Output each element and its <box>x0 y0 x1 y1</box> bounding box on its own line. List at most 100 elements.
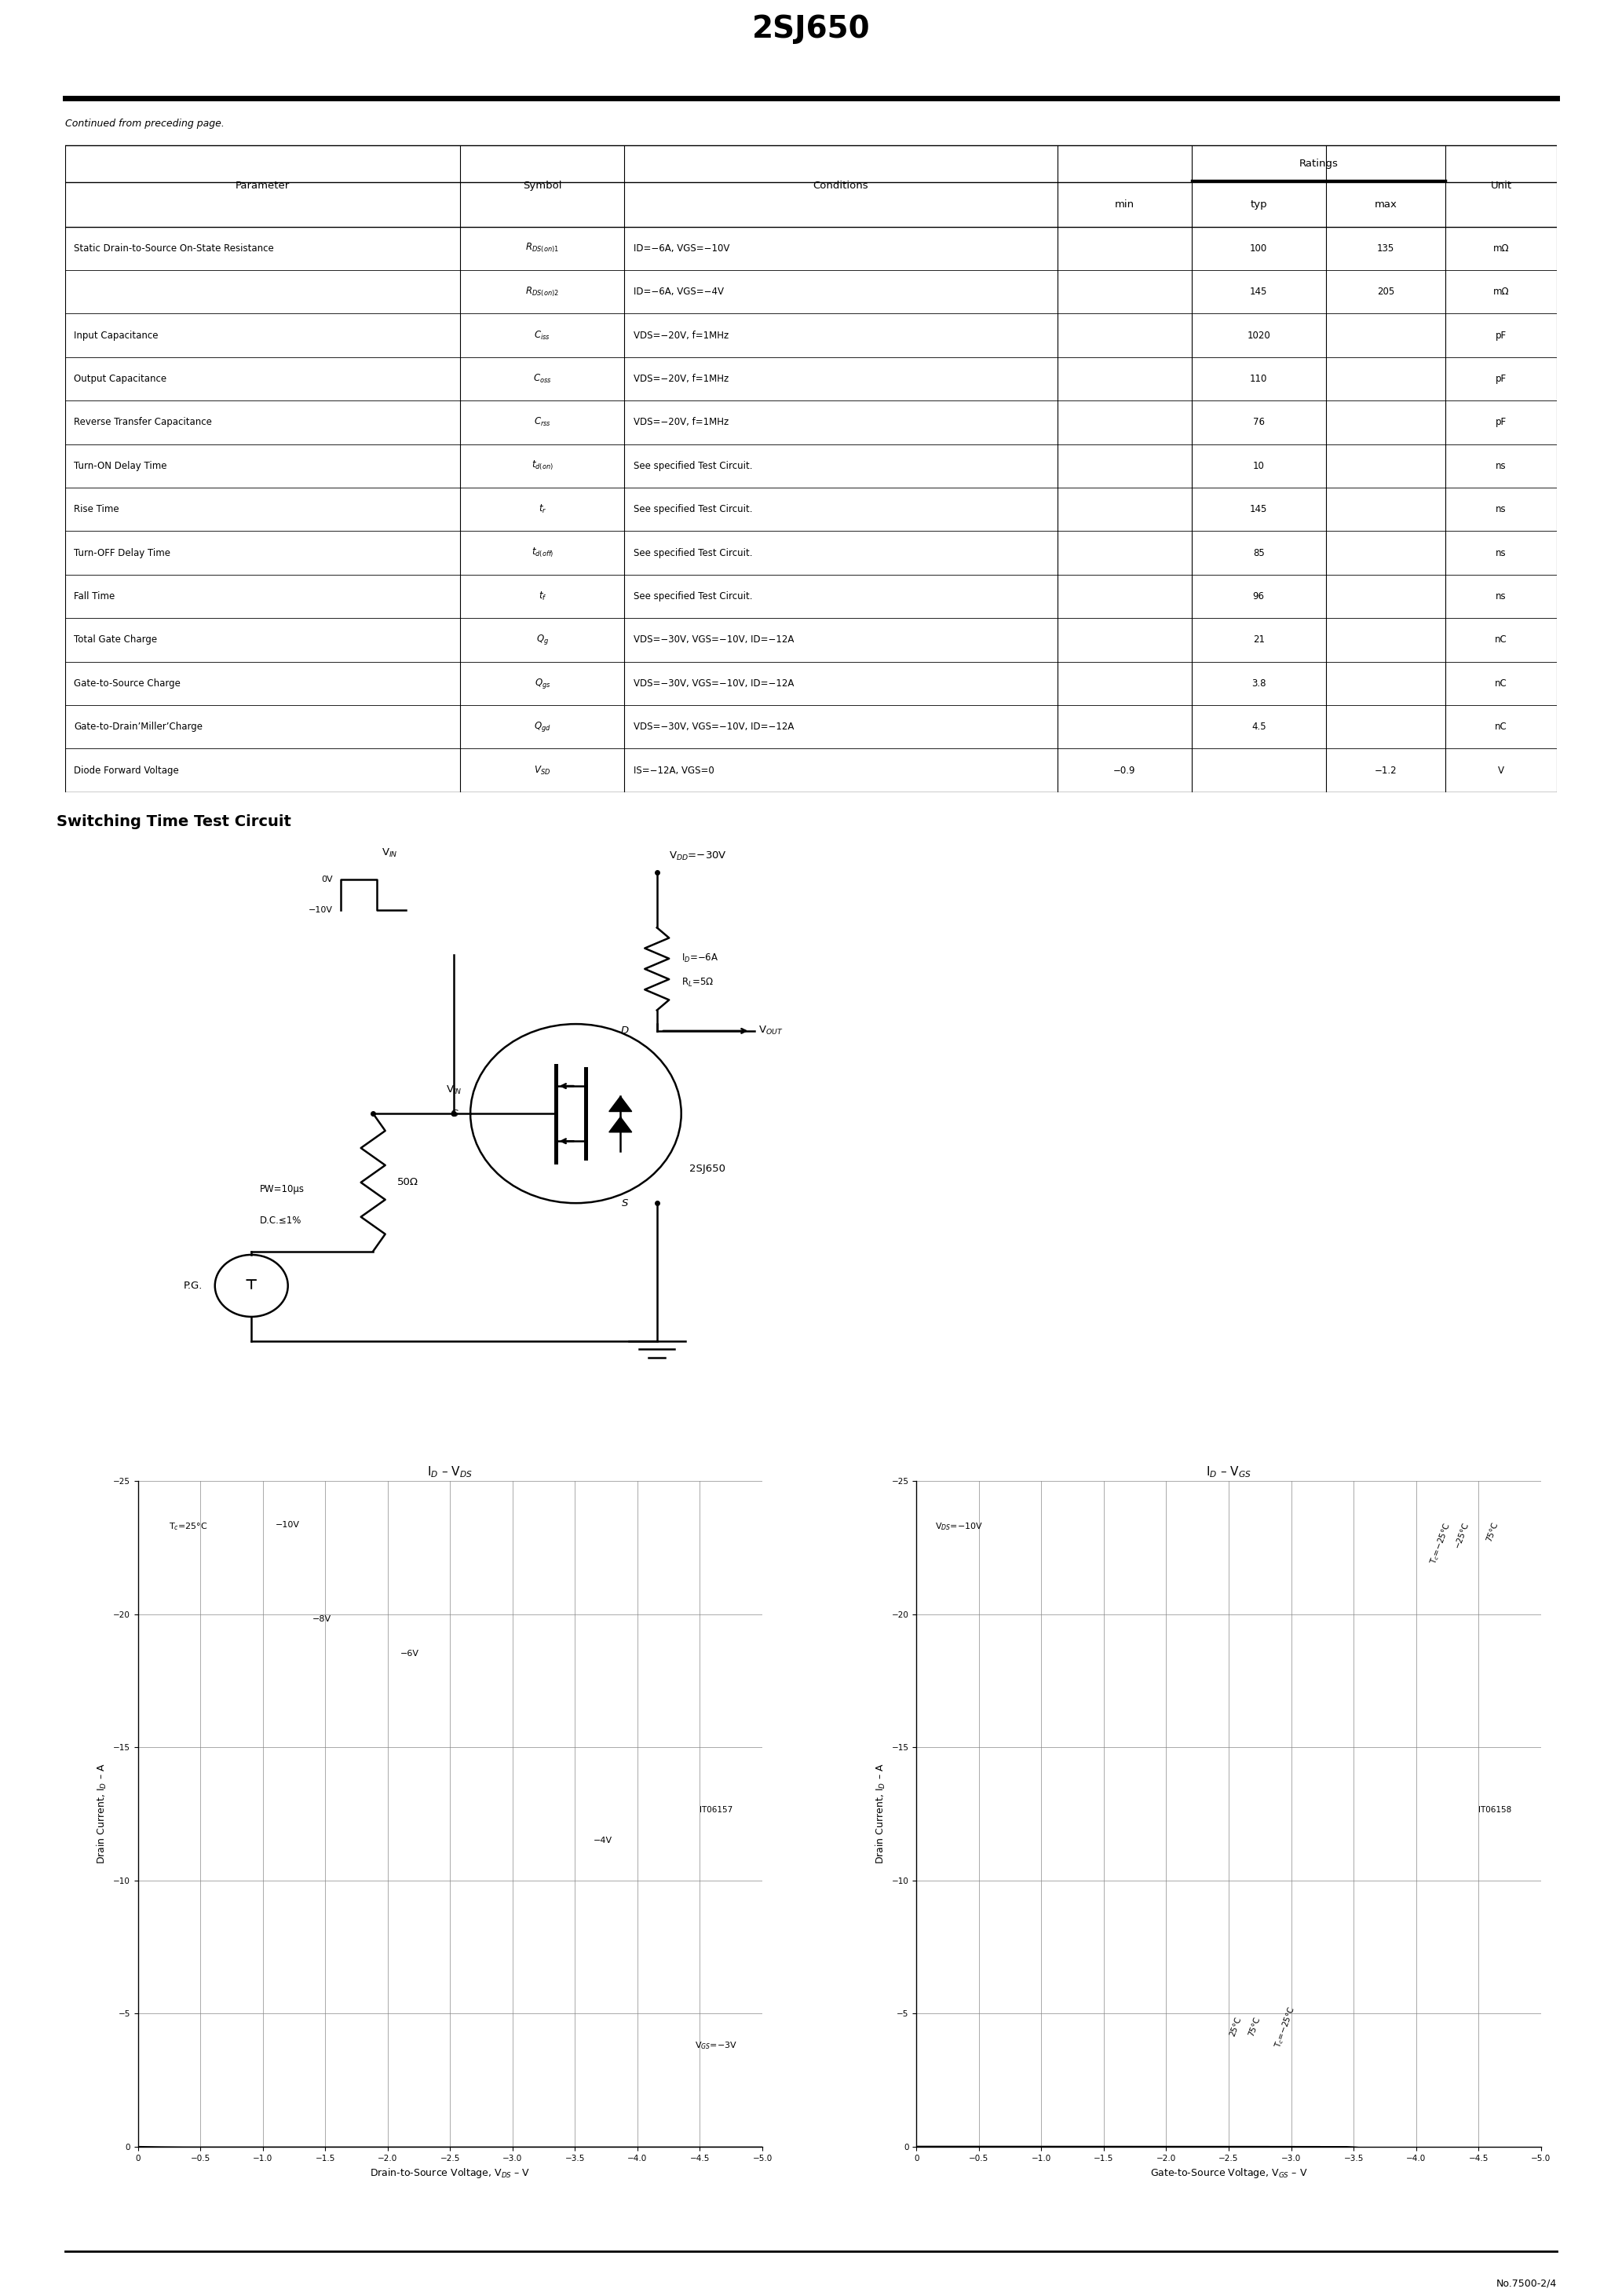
Text: Fall Time: Fall Time <box>75 592 115 602</box>
Text: Conditions: Conditions <box>813 181 868 191</box>
Text: IT06158: IT06158 <box>1479 1807 1512 1814</box>
Text: Gate-to-Source Charge: Gate-to-Source Charge <box>75 677 180 689</box>
Text: −8V: −8V <box>313 1616 331 1623</box>
Text: 25°C: 25°C <box>1229 2016 1242 2039</box>
Text: Switching Time Test Circuit: Switching Time Test Circuit <box>57 815 292 829</box>
Text: VDS=−30V, VGS=−10V, ID=−12A: VDS=−30V, VGS=−10V, ID=−12A <box>634 677 793 689</box>
Text: D: D <box>621 1026 629 1035</box>
Text: pF: pF <box>1495 374 1507 383</box>
X-axis label: Gate-to-Source Voltage, V$_{GS}$ – V: Gate-to-Source Voltage, V$_{GS}$ – V <box>1150 2167 1307 2179</box>
Text: Q$_{g}$: Q$_{g}$ <box>535 634 548 647</box>
Text: 50Ω: 50Ω <box>397 1178 418 1187</box>
Y-axis label: Drain Current, I$_D$ – A: Drain Current, I$_D$ – A <box>96 1763 109 1864</box>
Title: I$_D$ – V$_{GS}$: I$_D$ – V$_{GS}$ <box>1205 1465 1252 1479</box>
Text: 1020: 1020 <box>1247 331 1270 340</box>
Text: D.C.≤1%: D.C.≤1% <box>260 1215 302 1226</box>
Text: ns: ns <box>1495 461 1507 471</box>
Text: 75°C: 75°C <box>1247 2016 1262 2039</box>
Text: C$_{iss}$: C$_{iss}$ <box>534 328 550 342</box>
Text: Parameter: Parameter <box>235 181 290 191</box>
Text: Gate-to-Drain’Miller’Charge: Gate-to-Drain’Miller’Charge <box>75 721 203 732</box>
Text: Diode Forward Voltage: Diode Forward Voltage <box>75 765 178 776</box>
Text: Reverse Transfer Capacitance: Reverse Transfer Capacitance <box>75 418 212 427</box>
Y-axis label: Drain Current, I$_D$ – A: Drain Current, I$_D$ – A <box>874 1763 887 1864</box>
Text: mΩ: mΩ <box>1494 243 1508 253</box>
Text: G: G <box>451 1109 459 1118</box>
X-axis label: Drain-to-Source Voltage, V$_{DS}$ – V: Drain-to-Source Voltage, V$_{DS}$ – V <box>370 2167 530 2179</box>
Text: No.7500-2/4: No.7500-2/4 <box>1497 2278 1557 2289</box>
Text: 4.5: 4.5 <box>1251 721 1267 732</box>
Text: −10V: −10V <box>308 907 333 914</box>
Text: ns: ns <box>1495 505 1507 514</box>
Text: −1.2: −1.2 <box>1374 765 1397 776</box>
Text: See specified Test Circuit.: See specified Test Circuit. <box>634 461 753 471</box>
Text: t$_{d(off)}$: t$_{d(off)}$ <box>530 546 553 560</box>
Text: C$_{rss}$: C$_{rss}$ <box>534 416 551 429</box>
Text: Total Gate Charge: Total Gate Charge <box>75 634 157 645</box>
Text: VDS=−20V, f=1MHz: VDS=−20V, f=1MHz <box>634 374 728 383</box>
Text: VDS=−30V, VGS=−10V, ID=−12A: VDS=−30V, VGS=−10V, ID=−12A <box>634 721 793 732</box>
Text: ns: ns <box>1495 592 1507 602</box>
Text: t$_{r}$: t$_{r}$ <box>539 503 547 514</box>
Text: IT06157: IT06157 <box>701 1807 733 1814</box>
Text: I$_D$=−6A: I$_D$=−6A <box>681 953 719 964</box>
Text: 0V: 0V <box>321 875 333 884</box>
Text: Continued from preceding page.: Continued from preceding page. <box>65 117 224 129</box>
Polygon shape <box>610 1095 633 1111</box>
Text: −0.9: −0.9 <box>1113 765 1135 776</box>
Text: T$_c$=−25°C: T$_c$=−25°C <box>1272 2004 1298 2048</box>
Text: 96: 96 <box>1252 592 1265 602</box>
Text: Rise Time: Rise Time <box>75 505 118 514</box>
Text: 100: 100 <box>1251 243 1267 253</box>
Text: ns: ns <box>1495 549 1507 558</box>
Text: pF: pF <box>1495 331 1507 340</box>
Text: V$_{SD}$: V$_{SD}$ <box>534 765 551 776</box>
Text: ID=−6A, VGS=−10V: ID=−6A, VGS=−10V <box>634 243 730 253</box>
Text: Q$_{gd}$: Q$_{gd}$ <box>534 721 551 732</box>
Polygon shape <box>610 1116 633 1132</box>
Text: R$_{DS(on)2}$: R$_{DS(on)2}$ <box>526 285 560 298</box>
Text: V: V <box>1499 765 1504 776</box>
Text: See specified Test Circuit.: See specified Test Circuit. <box>634 505 753 514</box>
Text: mΩ: mΩ <box>1494 287 1508 296</box>
Text: t$_{f}$: t$_{f}$ <box>539 590 547 602</box>
Text: S: S <box>621 1199 629 1208</box>
Text: Input Capacitance: Input Capacitance <box>75 331 159 340</box>
Text: Static Drain-to-Source On-State Resistance: Static Drain-to-Source On-State Resistan… <box>75 243 274 253</box>
Text: max: max <box>1374 200 1397 209</box>
Text: 76: 76 <box>1252 418 1265 427</box>
Text: pF: pF <box>1495 418 1507 427</box>
Text: T$_c$=25°C: T$_c$=25°C <box>169 1520 208 1531</box>
Text: Output Capacitance: Output Capacitance <box>75 374 167 383</box>
Text: −6V: −6V <box>401 1651 418 1658</box>
Text: 145: 145 <box>1251 287 1267 296</box>
Text: 3.8: 3.8 <box>1252 677 1265 689</box>
Text: R$_{DS(on)1}$: R$_{DS(on)1}$ <box>526 241 560 255</box>
Title: I$_D$ – V$_{DS}$: I$_D$ – V$_{DS}$ <box>427 1465 474 1479</box>
Text: See specified Test Circuit.: See specified Test Circuit. <box>634 592 753 602</box>
Text: PW=10μs: PW=10μs <box>260 1185 305 1194</box>
Text: VDS=−20V, f=1MHz: VDS=−20V, f=1MHz <box>634 331 728 340</box>
Text: VDS=−30V, VGS=−10V, ID=−12A: VDS=−30V, VGS=−10V, ID=−12A <box>634 634 793 645</box>
Text: −25°C: −25°C <box>1453 1520 1470 1550</box>
Text: typ: typ <box>1251 200 1267 209</box>
Text: −10V: −10V <box>276 1520 300 1529</box>
Text: t$_{d(on)}$: t$_{d(on)}$ <box>532 459 553 473</box>
Text: V$_{DD}$=−30V: V$_{DD}$=−30V <box>670 850 727 863</box>
Text: 10: 10 <box>1252 461 1265 471</box>
Text: 21: 21 <box>1252 634 1265 645</box>
Text: Symbol: Symbol <box>522 181 561 191</box>
Text: IS=−12A, VGS=0: IS=−12A, VGS=0 <box>634 765 714 776</box>
Text: Unit: Unit <box>1491 181 1512 191</box>
Text: 145: 145 <box>1251 505 1267 514</box>
Text: ID=−6A, VGS=−4V: ID=−6A, VGS=−4V <box>634 287 723 296</box>
Text: VDS=−20V, f=1MHz: VDS=−20V, f=1MHz <box>634 418 728 427</box>
Text: 2SJ650: 2SJ650 <box>689 1164 725 1173</box>
Text: 85: 85 <box>1252 549 1265 558</box>
Text: R$_L$=5Ω: R$_L$=5Ω <box>681 976 714 990</box>
Text: V$_{DS}$=−10V: V$_{DS}$=−10V <box>936 1520 983 1531</box>
Text: V$_{IN}$: V$_{IN}$ <box>381 847 397 859</box>
Text: Turn-ON Delay Time: Turn-ON Delay Time <box>75 461 167 471</box>
Text: −4V: −4V <box>594 1837 613 1844</box>
Text: P.G.: P.G. <box>183 1281 203 1290</box>
